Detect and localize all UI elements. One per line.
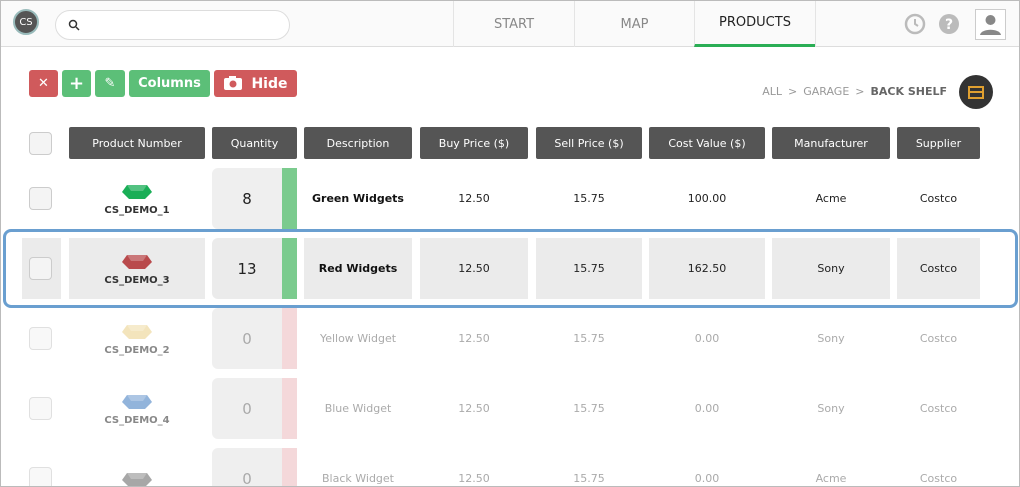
product-icon [122,185,152,199]
shelf-icon [968,86,984,99]
columns-button[interactable]: Columns [129,70,210,97]
buy-cell: 12.50 [458,402,490,415]
sell-cell: 15.75 [573,192,605,205]
tab-divider [815,1,816,47]
user-icon [980,15,1001,35]
help-icon[interactable]: ? [938,13,960,35]
quantity-cell[interactable]: 0 [212,378,282,439]
column-header[interactable]: Quantity [212,127,297,159]
location-icon[interactable] [959,75,993,109]
breadcrumb-separator: > [788,85,798,98]
stock-indicator [282,238,297,299]
manufacturer-cell: Acme [815,472,847,485]
description-cell: Red Widgets [304,238,412,299]
quantity-cell[interactable]: 13 [212,238,282,299]
sell-cell: 15.75 [573,402,605,415]
breadcrumb: ALL > GARAGE > BACK SHELF [701,85,947,98]
breadcrumb-item[interactable]: ALL [762,85,782,98]
svg-text:?: ? [945,17,953,33]
search-icon [68,19,80,31]
quantity-cell[interactable]: 0 [212,448,282,486]
column-header[interactable]: Buy Price ($) [420,127,528,159]
select-all-checkbox[interactable] [29,132,52,155]
logo[interactable]: CS [13,9,39,35]
buy-cell: 12.50 [458,472,490,485]
add-button[interactable]: + [62,70,91,97]
breadcrumb-item[interactable]: GARAGE [803,85,850,98]
description-cell: Yellow Widget [319,332,397,345]
delete-button[interactable]: ✕ [29,70,58,97]
description-cell: Green Widgets [312,192,404,205]
column-header[interactable]: Product Number [69,127,205,159]
product-icon [122,395,152,409]
cost-cell: 100.00 [687,192,727,205]
breadcrumb-separator: > [855,85,865,98]
manufacturer-cell: Acme [815,192,847,205]
product-number: CS_DEMO_4 [104,415,170,426]
manufacturer-cell: Sony [817,332,845,345]
supplier-cell: Costco [919,332,958,345]
product-number: CS_DEMO_3 [104,275,170,286]
description-cell: Blue Widget [324,402,392,415]
column-header[interactable]: Description [304,127,412,159]
description-cell: Black Widget [322,472,394,485]
product-cell[interactable] [69,448,205,486]
manufacturer-cell: Sony [817,402,845,415]
nav-tab[interactable]: PRODUCTS [694,1,815,47]
product-cell[interactable]: CS_DEMO_4 [69,378,205,439]
sell-cell: 15.75 [573,472,605,485]
product-number: CS_DEMO_2 [104,345,170,356]
edit-button[interactable]: ✎ [95,70,125,97]
quantity-cell[interactable]: 8 [212,168,282,229]
product-cell[interactable]: CS_DEMO_2 [69,308,205,369]
row-checkbox[interactable] [29,397,52,420]
hide-label: Hide [251,75,288,92]
cost-cell: 0.00 [694,472,720,485]
row-checkbox[interactable] [29,257,52,280]
quantity-cell[interactable]: 0 [212,308,282,369]
search-box[interactable] [55,10,290,40]
user-button[interactable] [975,9,1006,40]
product-cell[interactable]: CS_DEMO_3 [69,238,205,299]
buy-cell: 12.50 [458,192,490,205]
sell-cell: 15.75 [573,332,605,345]
column-header[interactable]: Cost Value ($) [649,127,765,159]
history-icon[interactable] [903,12,927,36]
nav-tab[interactable]: START [453,1,574,47]
manufacturer-cell: Sony [772,238,890,299]
column-header[interactable]: Sell Price ($) [536,127,642,159]
nav-tab[interactable]: MAP [573,1,695,47]
stock-indicator [282,378,297,439]
hide-button[interactable]: Hide [214,70,297,97]
supplier-cell: Costco [919,472,958,485]
supplier-cell: Costco [897,238,980,299]
cost-cell: 0.00 [694,402,720,415]
product-icon [122,472,152,486]
stock-indicator [282,448,297,486]
camera-icon [224,76,242,90]
cost-cell: 162.50 [649,238,765,299]
product-cell[interactable]: CS_DEMO_1 [69,168,205,229]
column-header[interactable]: Supplier [897,127,980,159]
buy-cell: 12.50 [420,238,528,299]
row-checkbox[interactable] [29,467,52,486]
cost-cell: 0.00 [694,332,720,345]
stock-indicator [282,168,297,229]
row-checkbox[interactable] [29,327,52,350]
sell-cell: 15.75 [536,238,642,299]
breadcrumb-item[interactable]: BACK SHELF [870,85,948,98]
product-icon [122,255,152,269]
selection-outline [3,229,1018,308]
column-header[interactable]: Manufacturer [772,127,890,159]
row-checkbox[interactable] [29,187,52,210]
product-number: CS_DEMO_1 [104,205,170,216]
buy-cell: 12.50 [458,332,490,345]
supplier-cell: Costco [919,402,958,415]
supplier-cell: Costco [919,192,958,205]
product-icon [122,325,152,339]
stock-indicator [282,308,297,369]
